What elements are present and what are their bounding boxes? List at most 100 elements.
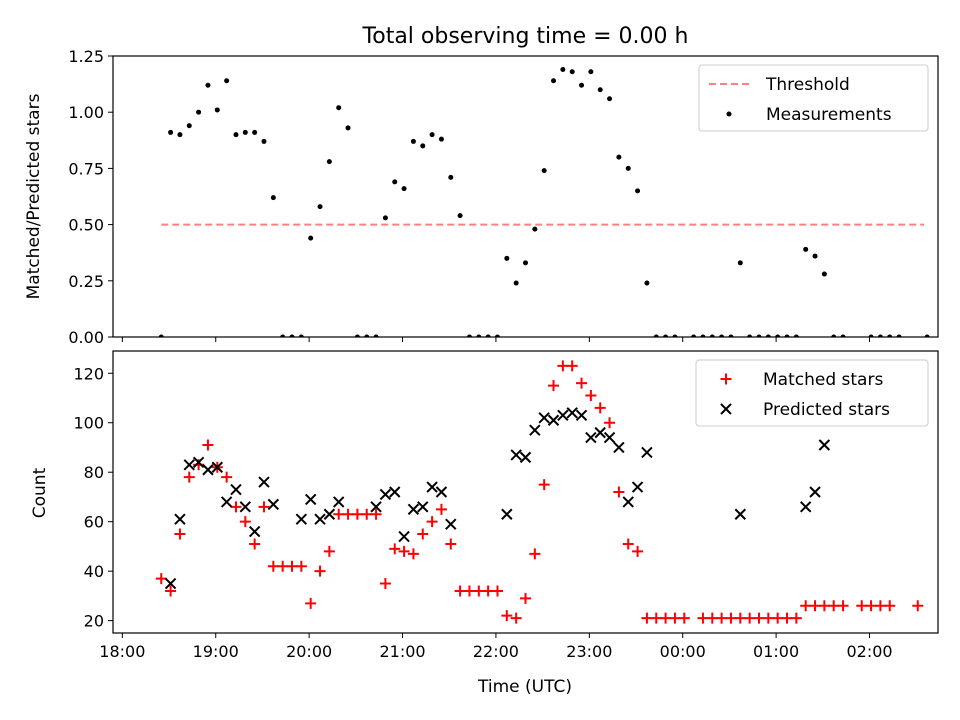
measurement-point <box>261 138 267 144</box>
matched-star-point <box>856 600 868 612</box>
predicted-star-point <box>435 486 448 498</box>
measurement-point <box>803 246 809 252</box>
x-tick-label: 22:00 <box>473 642 519 661</box>
measurement-point <box>597 87 603 93</box>
measurement-point <box>523 260 528 266</box>
measurement-point <box>410 138 416 144</box>
measurement-point <box>270 195 276 201</box>
predicted-star-point <box>379 488 392 501</box>
predicted-star-point <box>557 409 569 422</box>
predicted-star-point <box>333 496 345 508</box>
matched-star-point <box>155 573 167 585</box>
matched-star-point <box>258 501 270 513</box>
measurement-point <box>635 188 641 194</box>
matched-star-point <box>632 545 644 557</box>
predicted-star-point <box>538 412 550 424</box>
bottom-chart: 18:00 19:00 20:00 21:00 22:00 23:00 00:00 01:00… <box>73 350 939 661</box>
matched-star-point <box>379 578 391 590</box>
predicted-star-point <box>510 449 522 461</box>
matched-star-point <box>613 486 625 498</box>
legend-box <box>698 64 929 132</box>
predicted-star-point <box>183 459 195 471</box>
measurement-point <box>196 109 202 115</box>
y-tick-label: 0.00 <box>68 328 104 347</box>
matched-star-point <box>725 612 737 624</box>
predicted-star-point <box>389 486 401 498</box>
predicted-star-point <box>295 513 308 525</box>
predicted-star-point <box>192 456 205 469</box>
measurement-point <box>317 204 323 210</box>
predicted-star-point <box>164 577 177 590</box>
measurement-point <box>242 129 248 135</box>
measurement-point <box>168 129 174 135</box>
matched-star-point <box>221 471 233 483</box>
measurement-point <box>691 334 697 337</box>
matched-star-point <box>697 612 709 624</box>
y-tick-label: 0.25 <box>68 272 104 291</box>
x-tick-label: 23:00 <box>566 642 612 661</box>
measurement-point <box>644 280 650 286</box>
matched-star-point <box>790 612 802 624</box>
measurement-point <box>709 334 715 337</box>
measurement-point <box>756 334 762 337</box>
measurement-point <box>569 69 575 75</box>
matched-star-point <box>622 538 634 550</box>
measurement-point <box>186 123 192 129</box>
measurement-point <box>224 78 230 84</box>
y-tick-label: 120 <box>73 364 104 383</box>
measurement-point <box>887 334 893 337</box>
x-tick-label: 19:00 <box>193 642 239 661</box>
measurement-point <box>457 213 463 219</box>
measurement-point <box>663 334 669 337</box>
matched-star-point <box>781 612 793 624</box>
matched-star-point <box>454 585 466 597</box>
matched-star-point <box>361 508 373 520</box>
matched-star-point <box>463 585 475 597</box>
predicted-star-point <box>304 493 317 506</box>
matched-star-point <box>398 545 410 557</box>
matched-star-point <box>884 600 896 612</box>
measurement-point <box>728 334 734 337</box>
measurement-point <box>494 334 500 337</box>
measurement-point <box>541 168 547 174</box>
measurement-point <box>868 334 874 337</box>
measurement-point <box>177 132 183 138</box>
matched-star-point <box>641 612 653 624</box>
matched-star-point <box>706 612 718 624</box>
top-y-axis-label: Matched/Predicted stars <box>24 93 44 299</box>
predicted-star-point <box>529 424 541 436</box>
predicted-star-point <box>248 525 261 538</box>
measurement-point <box>298 334 304 337</box>
predicted-star-point <box>575 409 588 422</box>
measurement-point <box>401 186 407 192</box>
measurement-point <box>625 165 631 171</box>
measurement-point <box>924 334 930 337</box>
matched-star-point <box>370 508 382 520</box>
measurement-point <box>233 132 239 138</box>
matched-star-point <box>529 548 541 560</box>
predicted-star-point <box>323 508 336 520</box>
measurement-point <box>551 78 557 84</box>
matched-star-point <box>333 508 345 520</box>
measurement-point <box>579 82 585 88</box>
matched-star-point <box>389 543 401 555</box>
matched-star-point <box>491 585 503 597</box>
predicted-star-point <box>211 461 223 473</box>
measurement-point <box>831 334 837 337</box>
measurement-point <box>392 179 398 185</box>
measurement-point <box>607 96 613 102</box>
matched-star-point <box>557 360 569 372</box>
matched-star-point <box>305 597 317 609</box>
matched-star-point <box>323 545 335 557</box>
legend: Threshold Measurements <box>698 64 929 132</box>
measurement-point <box>280 334 286 337</box>
predicted-star-point <box>622 496 634 508</box>
measurement-point <box>308 235 314 241</box>
matched-star-point <box>716 612 728 624</box>
predicted-star-point <box>501 508 513 520</box>
predicted-star-point <box>799 501 812 513</box>
measurement-point <box>382 215 388 221</box>
predicted-star-point <box>519 451 532 464</box>
y-tick-label: 0.50 <box>68 216 104 235</box>
legend: Matched stars Predicted stars <box>695 359 929 427</box>
